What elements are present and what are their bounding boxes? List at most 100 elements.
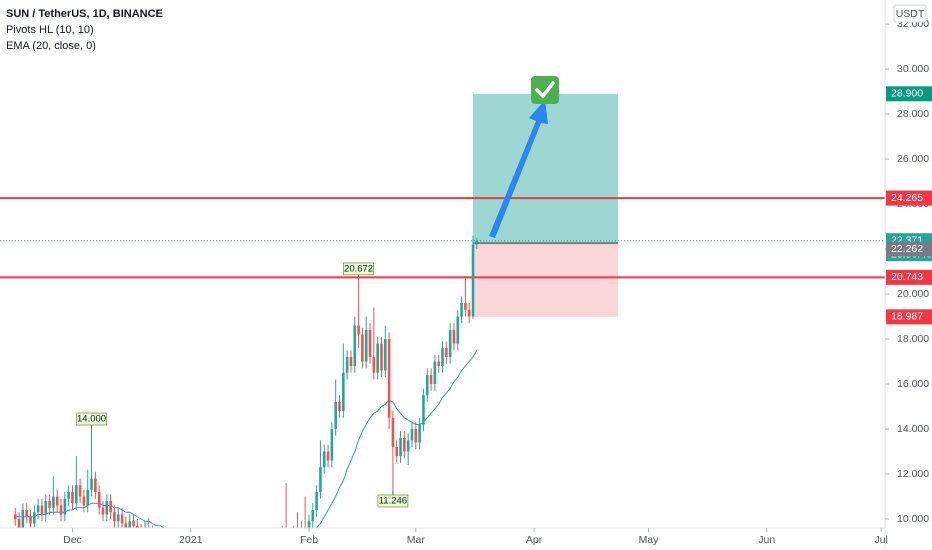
- candle-body: [330, 429, 334, 461]
- pivot-label: 14.000: [77, 414, 106, 425]
- candle-body: [361, 334, 364, 362]
- candle-body: [116, 514, 120, 522]
- candle-body: [338, 402, 341, 412]
- price-tag-label: 18.987: [891, 311, 923, 323]
- candle-body: [471, 244, 475, 317]
- candle-body: [40, 505, 44, 515]
- y-tick-label: 28.000: [897, 108, 929, 120]
- x-tick-label: Mar: [407, 534, 426, 546]
- currency-box[interactable]: [893, 4, 927, 23]
- candle-body: [437, 361, 440, 367]
- candle-body: [86, 489, 90, 506]
- candle-body: [113, 512, 116, 522]
- candle-body: [13, 514, 17, 520]
- candle-body: [410, 429, 414, 441]
- candle-body: [29, 516, 32, 524]
- candle-body: [395, 447, 399, 457]
- candle-body: [82, 496, 86, 506]
- y-tick-label: 20.000: [897, 288, 929, 300]
- candle-body: [136, 525, 139, 528]
- price-tag: [886, 269, 932, 285]
- candle-body: [353, 325, 357, 367]
- candle-body: [334, 402, 337, 430]
- candle-body: [475, 240, 479, 245]
- price-tag-label: 20.743: [891, 271, 923, 283]
- candle-body: [25, 510, 29, 517]
- candle-body: [372, 357, 376, 373]
- pivot-box: [343, 262, 374, 276]
- candle-body: [429, 375, 433, 385]
- candle-body: [399, 438, 402, 457]
- candle-body: [74, 485, 78, 504]
- candle-body: [33, 512, 36, 524]
- candle-body: [342, 372, 345, 412]
- currency[interactable]: USDT: [896, 8, 925, 20]
- y-tick-label: 14.000: [897, 423, 929, 435]
- candle-body: [414, 429, 418, 443]
- candle-body: [326, 451, 330, 461]
- ema-line: [15, 350, 478, 528]
- candle-body: [315, 492, 318, 511]
- candle-body: [433, 361, 437, 385]
- candle-body: [383, 339, 387, 371]
- y-tick-label: 10.000: [897, 513, 929, 525]
- candle-body: [418, 424, 421, 443]
- y-tick-label: 16.000: [897, 378, 929, 390]
- candle-body: [44, 501, 48, 515]
- candle-body: [357, 325, 360, 335]
- candle-body: [406, 440, 410, 452]
- candle-body: [464, 303, 467, 310]
- candle-body: [376, 343, 379, 373]
- y-tick-label: 18.000: [897, 333, 929, 345]
- candle-body: [364, 330, 368, 362]
- x-tick-label: 2021: [179, 534, 203, 546]
- candle-body: [55, 496, 59, 506]
- x-tick-label: Apr: [526, 534, 543, 546]
- price-tag: [886, 241, 932, 257]
- candle-body: [17, 519, 21, 528]
- candle-body: [311, 510, 315, 522]
- candle-body: [460, 303, 463, 317]
- chart-title: SUN / TetherUS, 1D, BINANCE: [6, 8, 163, 20]
- candle-body: [71, 492, 74, 504]
- candle-body: [21, 510, 25, 528]
- arrow: [489, 100, 548, 238]
- x-tick-label: Feb: [300, 534, 318, 546]
- candle-body: [391, 417, 395, 448]
- candle-body: [422, 395, 425, 425]
- candle-body: [380, 343, 383, 371]
- indicator-label: Pivots HL (10, 10): [6, 24, 94, 36]
- y-tick-label: 12.000: [897, 468, 929, 480]
- price-tag-label: 28.900: [891, 88, 923, 100]
- pivot-box: [76, 412, 107, 426]
- candle-body: [132, 521, 135, 526]
- candle-body: [368, 330, 372, 358]
- price-tag: [886, 86, 932, 102]
- pivot-label: 11.246: [379, 495, 407, 506]
- overlay: 14.000 20.672 11.246: [76, 76, 559, 508]
- candle-body: [403, 438, 406, 452]
- candle-body: [441, 348, 444, 367]
- candle-body: [124, 523, 128, 528]
- check-badge: [531, 76, 559, 104]
- pivot-label: 20.672: [344, 263, 373, 274]
- candle-body: [63, 498, 67, 515]
- candle-body: [322, 451, 326, 468]
- candle-body: [101, 507, 105, 515]
- x-tick-label: May: [639, 534, 660, 546]
- candle-body: [448, 330, 452, 358]
- candle-body: [109, 501, 112, 513]
- candle-body: [128, 521, 131, 528]
- x-tick-label: Jun: [758, 534, 775, 546]
- price-tag: [886, 190, 932, 206]
- indicator-label: EMA (20, close, 0): [6, 40, 96, 52]
- check-mark: [535, 81, 555, 98]
- candle-body: [467, 309, 471, 317]
- price-tag-label: 24.265: [891, 192, 923, 204]
- candle-body: [445, 348, 448, 358]
- candle-body: [319, 467, 322, 493]
- candle-body: [452, 330, 456, 344]
- candle-body: [425, 375, 429, 396]
